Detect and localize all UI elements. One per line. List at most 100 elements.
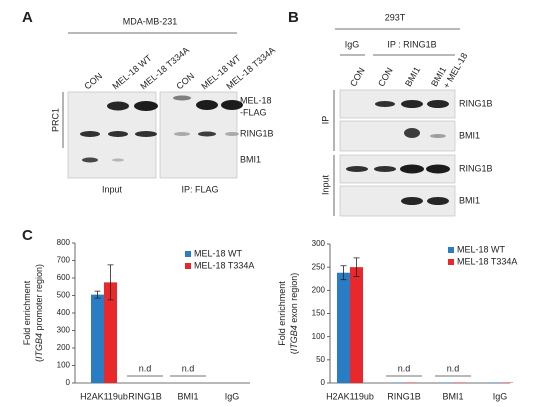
band [375,101,395,107]
x-tick-label: RING1B [387,391,421,401]
band [82,157,98,163]
y-label-part: ( [289,351,299,354]
band [404,128,420,138]
band [174,132,190,136]
error-bar [353,257,360,277]
lane-label: CON [348,66,367,88]
row-label: -FLAG [240,107,267,117]
blot [339,120,456,152]
band [225,132,239,136]
band [221,100,243,110]
nd-label: n.d [447,363,460,373]
row-label: BMI1 [240,154,261,164]
x-tick-label: BMI1 [442,391,463,401]
row-label: RING1B [240,128,274,138]
band [108,131,128,137]
group-label: IP : RING1B [387,39,436,49]
band [426,164,450,174]
x-tick-label: IgG [225,391,240,401]
group-label: IgG [345,39,360,49]
row-label: MEL-18 [240,95,272,105]
side-label: PRC1 [50,108,60,132]
y-tick-label: 150 [312,309,326,318]
nd-label: n.d [398,363,411,373]
y-label-part: ( [34,359,44,362]
cell-line: 293T [385,12,406,22]
legend-label: MEL-18 T334A [194,260,254,270]
x-tick-label: RING1B [128,391,162,401]
band [374,166,396,172]
error-bar [107,264,114,301]
nd-label: n.d [182,363,195,373]
y-tick-label: 0 [321,378,326,387]
y-tick-label: 0 [66,378,71,387]
y-label-part: exon region) [289,273,299,326]
band [135,131,157,137]
band [400,164,424,174]
lane-label: CON [82,71,104,92]
y-tick-label: 250 [312,262,326,271]
y-tick-label: 300 [57,326,71,335]
band [346,166,368,172]
band [112,158,124,162]
panel-label: A [22,9,33,26]
legend-label: MEL-18 T334A [457,256,517,266]
bar [350,267,363,383]
lane-label: CON [174,71,196,92]
side-label: Input [320,174,330,195]
group-label: Input [102,184,123,194]
group-label: IP: FLAG [181,184,218,194]
lane-label: BMI1 [403,65,422,88]
band [134,101,158,111]
band [173,95,191,101]
legend-swatch [185,263,191,269]
row-label: RING1B [459,98,493,108]
legend-swatch [185,251,191,257]
band [198,131,216,137]
y-tick-label: 100 [57,361,71,370]
row-label: RING1B [459,163,493,173]
bar [91,294,104,383]
y-tick-label: 500 [57,291,71,300]
y-tick-label: 300 [312,239,326,248]
side-label: IP [320,116,330,125]
y-tick-label: 50 [316,355,325,364]
y-tick-label: 200 [312,285,326,294]
row-label: BMI1 [459,130,480,140]
legend-swatch [448,259,454,265]
x-tick-label: IgG [493,391,508,401]
nd-label: n.d [139,363,152,373]
y-tick-label: 100 [312,332,326,341]
panel-label: C [22,227,33,244]
band [196,100,218,110]
band [401,100,423,108]
x-tick-label: H2AK119ub [326,391,374,401]
band [107,101,129,111]
y-tick-label: 800 [57,238,71,247]
y-axis-label: Fold enrichment (ITGB4 exon region) [277,273,299,355]
x-tick-label: BMI1 [177,391,198,401]
band [80,131,100,137]
y-tick-label: 700 [57,256,71,265]
x-tick-label: H2AK119ub [80,391,128,401]
row-label: BMI1 [459,195,480,205]
y-axis-label: Fold enrichment (ITGB4 promoter region) [22,264,44,362]
y-tick-label: 400 [57,308,71,317]
bar [104,282,117,383]
bar [337,272,350,383]
lane-label: CON [376,66,395,88]
legend-swatch [448,247,454,253]
band [427,197,449,205]
panel-label: B [288,9,299,26]
y-label-part: promoter region) [34,264,44,333]
band [427,100,449,108]
error-bar [94,290,101,299]
legend-label: MEL-18 WT [457,244,506,254]
error-bar [340,265,347,281]
legend-label: MEL-18 WT [194,248,243,258]
y-label-part: ITGB4 [289,325,299,351]
y-label-part: ITGB4 [34,333,44,359]
y-tick-label: 200 [57,343,71,352]
band [401,197,423,205]
